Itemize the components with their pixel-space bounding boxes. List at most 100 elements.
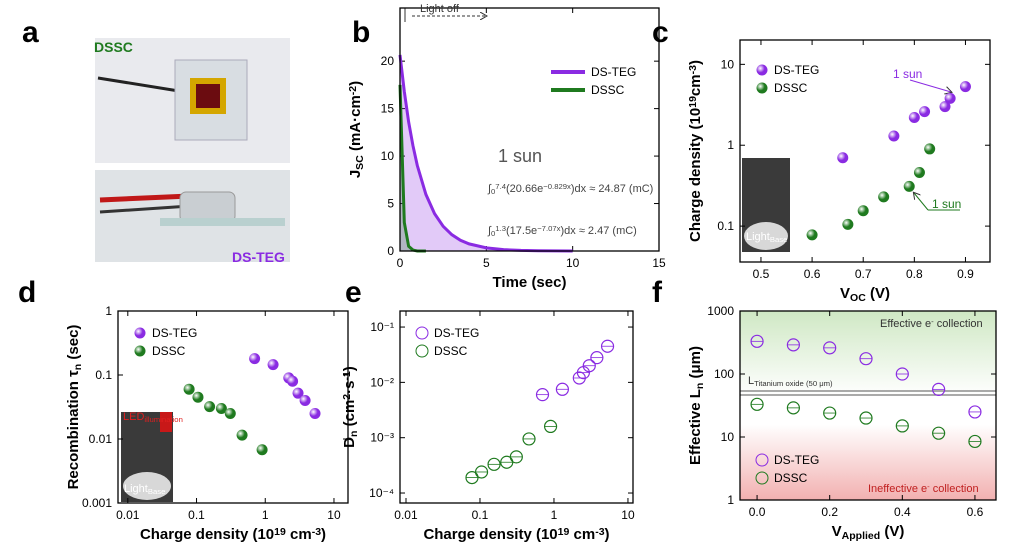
y-axis-label: Charge density (1019cm-3) (687, 60, 704, 242)
inset-light (123, 472, 171, 500)
y-axis-label: JSC (mA·cm-2) (347, 81, 366, 178)
text-part: V (840, 285, 850, 302)
point (292, 387, 304, 399)
text-part: cm (286, 526, 312, 543)
point (256, 444, 268, 456)
line (398, 54, 573, 253)
annotation: 1 sun (893, 67, 922, 81)
chart-panel: b 0 5 10 15 0 5 10 15 20 Time (sec) JSC (mA·cm-2) DS… (347, 3, 666, 291)
text-part: n (72, 364, 84, 370)
text-part: Light off (420, 3, 460, 15)
text-part: ) (605, 526, 610, 543)
text-part: n (348, 431, 360, 437)
text-part: ) (687, 60, 704, 65)
legend-swatch (756, 64, 768, 76)
annotation: 1 sun (498, 146, 542, 166)
x-tick-label: 0.01 (394, 508, 418, 522)
annotation: Effective e- collection (880, 317, 983, 330)
text-part: 19 (687, 96, 699, 108)
panel-label: e (345, 276, 362, 309)
y-tick-label: 10⁻² (370, 375, 394, 389)
text-part: cm (687, 74, 704, 96)
chart-panel: e 0.01 0.1 1 10 10⁻⁴ 10⁻³ 10⁻² 10⁻¹ Charge densit… (341, 276, 635, 543)
area (400, 54, 573, 252)
text-part: 1 sun (893, 67, 922, 81)
annotation: ∫01.3(17.5e−7.07x)dx ≈ 2.47 (mC) (487, 224, 637, 238)
point (888, 130, 900, 142)
point (309, 408, 321, 420)
text-part: Ineffective e (868, 483, 927, 495)
text-part: (μm) (687, 346, 704, 383)
text-part: 1.3 (495, 224, 506, 233)
y-tick-label: 1000 (707, 304, 734, 318)
text-part: illumination (144, 415, 182, 424)
point (878, 191, 890, 203)
y-tick-label: 0.1 (95, 368, 112, 382)
annotation: LTitanium oxide (50 μm) (748, 375, 833, 388)
y-tick-label: 10 (721, 430, 735, 444)
x-tick-label: 0.1 (188, 508, 205, 522)
panel-label: f (652, 276, 663, 309)
text-part: )dx ≈ (571, 183, 598, 195)
annotation: Light off (420, 3, 460, 15)
photo-panel: a DSSC DS-TEG (22, 16, 290, 265)
text-part: J (347, 170, 364, 178)
point (944, 92, 956, 104)
point (842, 218, 854, 230)
text-part: cm (569, 526, 595, 543)
annotation: 1 sun (932, 197, 961, 211)
panel-label: a (22, 16, 39, 49)
text-part: (mC) (609, 225, 637, 237)
text-part: ∫ (487, 225, 492, 237)
text-part: 19 (558, 526, 570, 538)
point (924, 143, 936, 155)
text-part: 2.47 (588, 225, 609, 237)
point (183, 383, 195, 395)
text-part: Base (770, 235, 788, 244)
point (236, 429, 248, 441)
legend-label: DS-TEG (774, 63, 819, 77)
point (249, 353, 261, 365)
legend-label: DSSC (774, 81, 808, 95)
text-part: SC (354, 155, 366, 170)
x-tick-label: 0.0 (749, 505, 766, 519)
text-part: Effective L (687, 389, 704, 465)
text-part: (V) (866, 285, 890, 302)
y-tick-label: 10⁻⁴ (369, 486, 394, 500)
arrow (914, 193, 929, 211)
text-part: Light (124, 483, 148, 495)
legend-swatch (415, 326, 429, 340)
text-part: - (931, 317, 934, 326)
glass (160, 218, 285, 226)
point (857, 205, 869, 217)
text-part: Charge density (10 (687, 108, 704, 242)
x-tick-label: 0.4 (894, 505, 911, 519)
y-tick-label: 100 (714, 367, 734, 381)
legend-label: DSSC (591, 83, 625, 97)
photo-label: DS-TEG (232, 249, 285, 265)
text-part: 2 (341, 394, 353, 400)
text-part: −0.829x (543, 182, 571, 191)
text-part: OC (850, 292, 866, 304)
panel-label: d (18, 276, 36, 309)
point (287, 375, 299, 387)
text-part: 0 (491, 229, 495, 238)
x-axis-label: VOC (V) (840, 285, 890, 304)
text-part: Base (148, 487, 166, 496)
y-tick-label: 0.01 (89, 432, 113, 446)
text-part: L (748, 375, 754, 387)
y-tick-label: 5 (387, 197, 394, 211)
text-part: D (341, 437, 358, 448)
y-axis-label: Recombination τn (sec) (65, 325, 84, 490)
point (192, 391, 204, 403)
photo-label: DSSC (94, 39, 133, 55)
plot-frame (739, 39, 991, 263)
y-tick-label: 1 (727, 493, 734, 507)
plot-frame (117, 310, 349, 504)
x-axis-label: Charge density (1019 cm-3) (423, 526, 609, 543)
y-tick-label: 0.1 (717, 219, 734, 233)
text-part: (50 μm) (804, 379, 833, 388)
point (299, 394, 311, 406)
